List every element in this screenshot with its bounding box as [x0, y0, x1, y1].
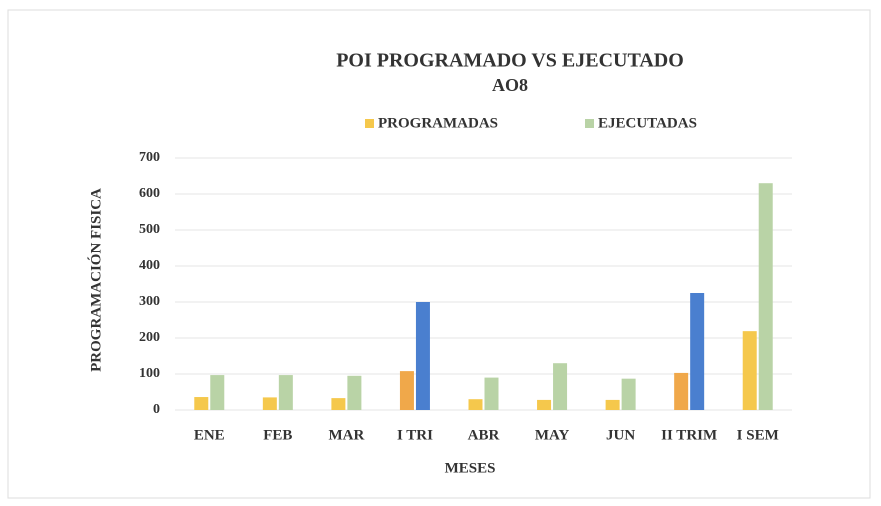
legend-swatch — [585, 119, 594, 128]
bar — [553, 363, 568, 410]
bar — [331, 398, 346, 410]
x-tick-label: I SEM — [737, 427, 779, 443]
y-tick-label: 700 — [139, 150, 160, 165]
bar — [674, 372, 689, 410]
y-tick-label: 500 — [139, 222, 160, 237]
bar — [278, 375, 293, 410]
x-tick-label: ENE — [194, 427, 225, 443]
chart-title: POI PROGRAMADO VS EJECUTADO — [336, 50, 684, 72]
x-axis-label: MESES — [445, 460, 496, 476]
y-tick-label: 200 — [139, 330, 160, 345]
x-tick-label: FEB — [263, 427, 292, 443]
bar — [347, 375, 362, 410]
y-tick-label: 400 — [139, 258, 160, 273]
bar — [742, 331, 757, 410]
y-tick-label: 100 — [139, 366, 160, 381]
bar — [468, 399, 483, 410]
x-tick-label: I TRI — [397, 427, 433, 443]
x-tick-label: II TRIM — [661, 427, 717, 443]
bar — [399, 371, 414, 410]
bar — [262, 397, 277, 410]
x-tick-label: MAY — [535, 427, 570, 443]
bar — [758, 183, 773, 410]
chart-subtitle: AO8 — [492, 75, 528, 95]
bar — [484, 377, 499, 410]
bar — [537, 399, 552, 410]
bar — [415, 302, 430, 410]
bar — [605, 399, 620, 410]
legend-label: EJECUTADAS — [598, 115, 697, 131]
bar — [210, 375, 225, 410]
x-tick-label: ABR — [468, 427, 500, 443]
legend-swatch — [365, 119, 374, 128]
y-tick-label: 600 — [139, 186, 160, 201]
x-tick-label: MAR — [328, 427, 364, 443]
x-tick-label: JUN — [606, 427, 635, 443]
bar — [690, 293, 705, 410]
chart-frame — [7, 9, 871, 499]
y-axis-label: PROGRAMACIÓN FISICA — [87, 188, 104, 372]
legend-label: PROGRAMADAS — [378, 115, 498, 131]
y-tick-label: 0 — [153, 402, 160, 417]
bar — [194, 397, 209, 410]
y-tick-label: 300 — [139, 294, 160, 309]
bar — [621, 378, 636, 410]
